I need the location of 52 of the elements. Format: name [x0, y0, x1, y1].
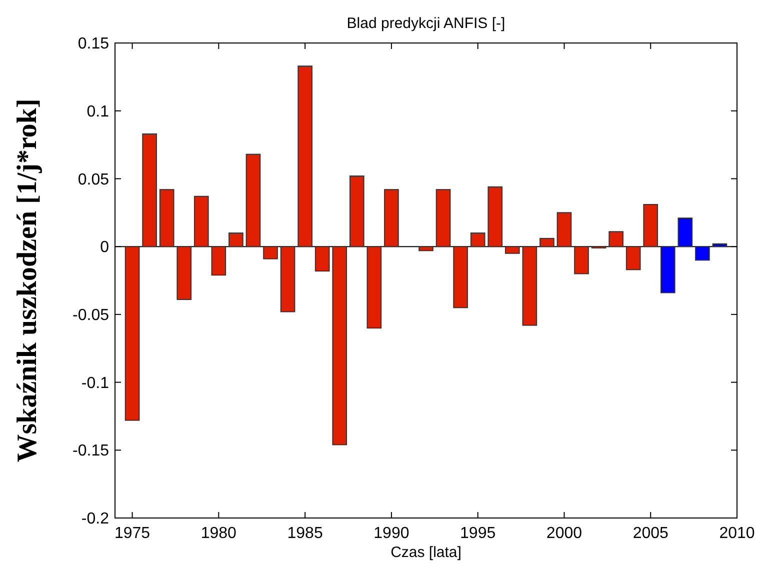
bar — [314, 246, 330, 272]
y-tick-label: -0.15 — [72, 442, 110, 460]
bar — [159, 189, 174, 248]
bar — [488, 186, 503, 248]
bar — [556, 212, 572, 248]
bar — [366, 246, 382, 328]
bar — [384, 189, 399, 248]
bar — [436, 189, 451, 248]
bar — [626, 246, 641, 270]
bar — [660, 246, 676, 294]
bar — [298, 66, 312, 248]
x-tick-label: 2010 — [719, 525, 755, 542]
bar — [142, 133, 157, 248]
bar — [124, 246, 140, 421]
bar — [540, 238, 554, 248]
bar — [246, 154, 261, 248]
bar — [643, 204, 658, 248]
bar — [695, 246, 710, 261]
x-tick-label: 1990 — [374, 525, 410, 542]
bar — [194, 196, 209, 248]
bar — [418, 246, 434, 252]
bar — [608, 231, 624, 248]
bar — [574, 246, 589, 274]
bar — [470, 232, 486, 248]
bar — [280, 246, 296, 312]
x-tick-label: 2000 — [546, 525, 582, 542]
y-axis-title: Wskaźnik uszkodzeń [1/j*rok] — [12, 98, 43, 462]
bar — [228, 232, 244, 248]
x-tick-label: 1995 — [460, 525, 496, 542]
x-axis-title: Czas [lata] — [390, 544, 462, 561]
bar — [678, 218, 693, 248]
bar — [504, 246, 520, 254]
y-tick-label: 0.1 — [86, 103, 110, 120]
x-tick-label: 1980 — [200, 525, 237, 542]
x-tick-label: 1975 — [114, 525, 150, 542]
x-tick-label: 1985 — [287, 525, 323, 542]
bar — [176, 246, 192, 300]
bar — [211, 246, 226, 276]
bar — [712, 243, 728, 248]
y-tick-label: 0 — [100, 239, 110, 256]
y-tick-label: 0.15 — [78, 36, 110, 53]
bar — [263, 246, 278, 260]
bar — [349, 176, 364, 248]
bar — [332, 246, 348, 446]
y-tick-label: 0.05 — [78, 171, 110, 188]
y-tick-label: -0.1 — [81, 374, 110, 392]
bar — [453, 246, 468, 308]
y-tick-label: -0.05 — [72, 307, 110, 324]
x-tick-label: 2005 — [632, 525, 669, 542]
bar — [522, 246, 538, 326]
y-tick-label: -0.2 — [81, 510, 110, 528]
chart-title: Blad predykcji ANFIS [-] — [346, 15, 506, 32]
